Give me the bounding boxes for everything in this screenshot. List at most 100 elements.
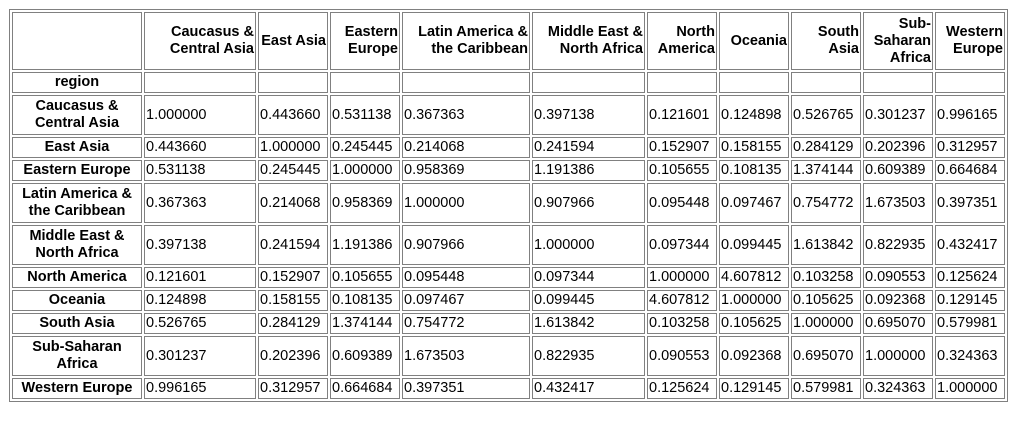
table-cell: 0.103258 (647, 313, 717, 334)
table-cell: 0.124898 (719, 95, 789, 135)
table-cell: 0.432417 (935, 225, 1005, 265)
table-cell: 0.099445 (532, 290, 645, 311)
column-header: Western Europe (935, 12, 1005, 70)
table-cell: 0.432417 (532, 378, 645, 399)
table-cell: 0.158155 (258, 290, 328, 311)
table-cell: 0.822935 (532, 336, 645, 376)
column-header: East Asia (258, 12, 328, 70)
table-cell: 0.284129 (258, 313, 328, 334)
table-cell: 1.000000 (402, 183, 530, 223)
table-cell: 0.099445 (719, 225, 789, 265)
table-cell: 1.000000 (719, 290, 789, 311)
table-cell: 0.397351 (935, 183, 1005, 223)
table-row: Eastern Europe 0.531138 0.245445 1.000000 0.… (12, 160, 1005, 181)
table-header: Caucasus & Central Asia East Asia Easter… (12, 12, 1005, 93)
table-cell: 0.754772 (402, 313, 530, 334)
table-row: Middle East & North Africa 0.397138 0.2415… (12, 225, 1005, 265)
row-header: South Asia (12, 313, 142, 334)
table-cell: 0.312957 (258, 378, 328, 399)
table-cell: 0.241594 (258, 225, 328, 265)
empty-header-cell (791, 72, 861, 93)
table-cell: 0.103258 (791, 267, 861, 288)
table-row: East Asia 0.443660 1.000000 0.245445 0.21406… (12, 137, 1005, 158)
table-cell: 0.609389 (330, 336, 400, 376)
table-cell: 0.097467 (402, 290, 530, 311)
table-row: Sub-Saharan Africa 0.301237 0.202396 0.6093… (12, 336, 1005, 376)
table-cell: 0.367363 (402, 95, 530, 135)
table-cell: 0.152907 (258, 267, 328, 288)
empty-header-cell (719, 72, 789, 93)
column-header: Middle East & North Africa (532, 12, 645, 70)
table-cell: 0.092368 (863, 290, 933, 311)
table-row: Caucasus & Central Asia 1.000000 0.443660 0… (12, 95, 1005, 135)
table-cell: 0.105625 (791, 290, 861, 311)
table-row: Oceania 0.124898 0.158155 0.108135 0.097467 0… (12, 290, 1005, 311)
table-cell: 0.664684 (935, 160, 1005, 181)
row-header: Eastern Europe (12, 160, 142, 181)
table-cell: 1.613842 (791, 225, 861, 265)
table-cell: 0.367363 (144, 183, 256, 223)
table-cell: 0.664684 (330, 378, 400, 399)
empty-header-cell (532, 72, 645, 93)
table-cell: 0.822935 (863, 225, 933, 265)
table-cell: 0.090553 (863, 267, 933, 288)
index-name: region (12, 72, 142, 93)
table-cell: 0.397138 (532, 95, 645, 135)
table-cell: 1.000000 (532, 225, 645, 265)
table-cell: 0.531138 (330, 95, 400, 135)
empty-header-cell (863, 72, 933, 93)
table-cell: 1.673503 (863, 183, 933, 223)
table-cell: 1.191386 (532, 160, 645, 181)
table-cell: 0.214068 (258, 183, 328, 223)
table-cell: 0.129145 (719, 378, 789, 399)
table-cell: 1.000000 (144, 95, 256, 135)
table-cell: 0.108135 (719, 160, 789, 181)
row-header: East Asia (12, 137, 142, 158)
table-cell: 1.374144 (330, 313, 400, 334)
table-cell: 0.124898 (144, 290, 256, 311)
table-cell: 0.312957 (935, 137, 1005, 158)
correlation-table: Caucasus & Central Asia East Asia Easter… (9, 9, 1008, 402)
row-header: Oceania (12, 290, 142, 311)
row-header: Western Europe (12, 378, 142, 399)
table-cell: 0.907966 (402, 225, 530, 265)
table-cell: 0.121601 (144, 267, 256, 288)
table-cell: 0.214068 (402, 137, 530, 158)
corner-cell (12, 12, 142, 70)
table-cell: 1.000000 (935, 378, 1005, 399)
empty-header-cell (402, 72, 530, 93)
table-cell: 0.158155 (719, 137, 789, 158)
column-header: Oceania (719, 12, 789, 70)
row-header: Latin America & the Caribbean (12, 183, 142, 223)
table-cell: 0.443660 (144, 137, 256, 158)
table-cell: 0.996165 (935, 95, 1005, 135)
table-cell: 0.324363 (863, 378, 933, 399)
table-cell: 0.531138 (144, 160, 256, 181)
table-cell: 1.673503 (402, 336, 530, 376)
table-cell: 0.092368 (719, 336, 789, 376)
table-cell: 0.097344 (647, 225, 717, 265)
table-cell: 0.095448 (402, 267, 530, 288)
table-cell: 0.241594 (532, 137, 645, 158)
table-cell: 0.695070 (791, 336, 861, 376)
table-cell: 1.000000 (330, 160, 400, 181)
table-cell: 1.000000 (258, 137, 328, 158)
empty-header-cell (935, 72, 1005, 93)
column-header: Latin America & the Caribbean (402, 12, 530, 70)
row-header: Middle East & North Africa (12, 225, 142, 265)
table-cell: 0.105625 (719, 313, 789, 334)
table-cell: 0.284129 (791, 137, 861, 158)
table-cell: 0.397351 (402, 378, 530, 399)
table-cell: 0.125624 (935, 267, 1005, 288)
column-header: Eastern Europe (330, 12, 400, 70)
table-cell: 0.097467 (719, 183, 789, 223)
column-header: Sub-Saharan Africa (863, 12, 933, 70)
column-header: Caucasus & Central Asia (144, 12, 256, 70)
table-cell: 0.907966 (532, 183, 645, 223)
table-row: North America 0.121601 0.152907 0.105655 0.0… (12, 267, 1005, 288)
table-cell: 0.301237 (863, 95, 933, 135)
table-cell: 1.191386 (330, 225, 400, 265)
table-cell: 0.579981 (935, 313, 1005, 334)
column-header: North America (647, 12, 717, 70)
row-header: Sub-Saharan Africa (12, 336, 142, 376)
